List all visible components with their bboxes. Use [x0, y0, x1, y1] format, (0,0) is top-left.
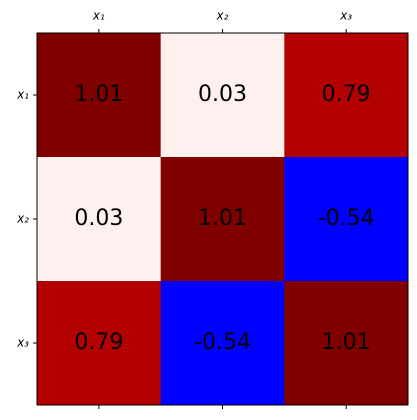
- cell: [160, 281, 285, 406]
- cell: [284, 157, 409, 282]
- y-tick-label: x₁: [16, 88, 29, 102]
- cell: [284, 33, 409, 158]
- cell-label: 1.01: [74, 82, 123, 107]
- y-tick-label: x₃: [16, 336, 29, 350]
- x-tick-label: x₂: [216, 9, 229, 23]
- cell: [284, 281, 409, 406]
- cell: [37, 281, 162, 406]
- cell-label: 0.03: [198, 82, 247, 107]
- x-tick-label: x₃: [339, 9, 352, 23]
- x-tick-label: x₁: [92, 9, 105, 23]
- cell-label: 1.01: [322, 330, 371, 355]
- cell-label: 0.79: [74, 330, 123, 355]
- cell-label: -0.54: [194, 330, 251, 355]
- y-tick-label: x₂: [16, 212, 29, 226]
- cell-label: 1.01: [198, 206, 247, 231]
- cell-label: 0.79: [322, 82, 371, 107]
- cell-label: -0.54: [318, 206, 375, 231]
- cell-label: 0.03: [74, 206, 123, 231]
- cell: [160, 157, 285, 282]
- cell: [160, 33, 285, 158]
- cell: [37, 33, 162, 158]
- cell: [37, 157, 162, 282]
